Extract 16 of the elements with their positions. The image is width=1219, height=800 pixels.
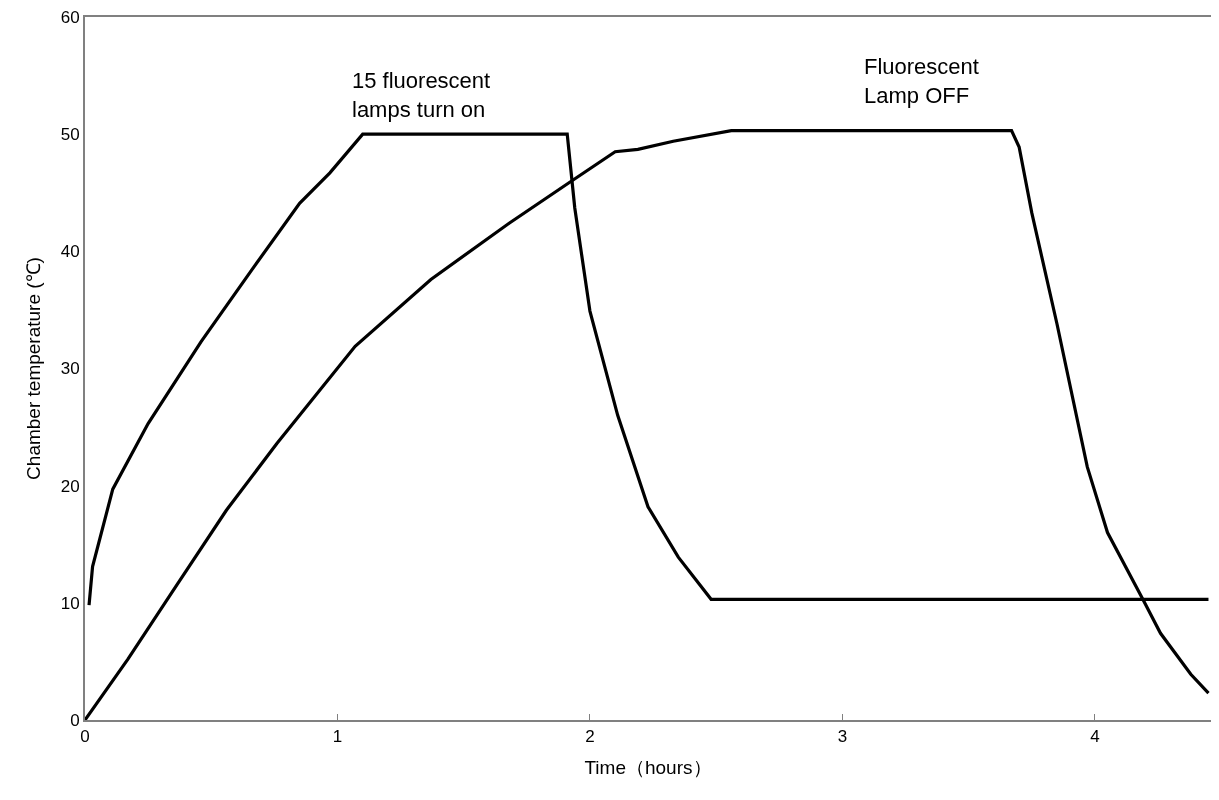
x-axis-title: Time（hours） [584, 756, 712, 778]
y-tick-label: 60 [60, 7, 80, 27]
annotation: Fluorescent Lamp OFF [864, 54, 979, 108]
x-tick-label: 3 [837, 727, 848, 747]
y-tick-label: 40 [60, 242, 80, 262]
y-tick-label: 30 [60, 359, 80, 379]
y-tick-label: 0 [70, 710, 80, 730]
line-series [85, 129, 1211, 720]
y-tick-label: 10 [60, 593, 80, 613]
annotation: 15 fluorescent lamps turn on [352, 68, 491, 122]
y-tick-label: 50 [60, 125, 80, 145]
x-tick-label: 1 [332, 727, 343, 747]
y-tick-label: 20 [60, 476, 80, 496]
x-tick-label: 4 [1090, 727, 1100, 747]
y-axis-title: Chamber temperature (℃) [23, 257, 45, 480]
x-tick-label: 2 [585, 727, 595, 747]
